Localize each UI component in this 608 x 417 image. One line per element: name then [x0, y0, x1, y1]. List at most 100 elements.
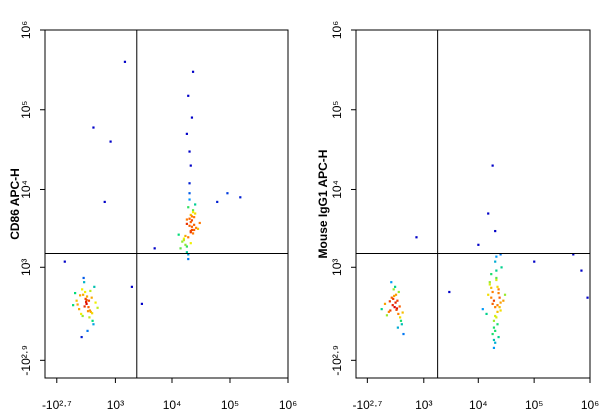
- event-dot: [385, 314, 389, 317]
- event-dot: [491, 290, 494, 294]
- event-dot: [84, 297, 87, 300]
- event-dot: [496, 323, 499, 326]
- event-dot: [190, 228, 194, 232]
- event-dot: [188, 224, 191, 227]
- event-dot: [491, 332, 494, 336]
- event-dot: [76, 303, 79, 306]
- event-dot: [488, 281, 491, 284]
- event-dot: [396, 326, 399, 329]
- event-dot: [188, 217, 191, 220]
- event-dot: [487, 293, 490, 296]
- y-tick-label: 10⁴: [330, 180, 344, 199]
- event-dot: [226, 192, 229, 195]
- event-dot: [481, 308, 484, 311]
- event-dot: [492, 326, 496, 329]
- event-dot: [189, 213, 192, 217]
- event-dot: [586, 296, 589, 299]
- event-dot: [496, 304, 499, 307]
- event-dot: [72, 304, 75, 307]
- event-dot: [188, 192, 191, 195]
- event-dot: [496, 310, 499, 313]
- event-dot: [389, 309, 392, 312]
- y-tick-label: 10⁵: [19, 101, 33, 119]
- event-dot: [400, 323, 403, 326]
- event-dot: [80, 312, 83, 316]
- event-dot: [80, 335, 83, 339]
- event-dot: [394, 301, 397, 304]
- event-dot: [194, 203, 197, 206]
- y-tick-label: 10³: [330, 259, 344, 276]
- event-dot: [500, 266, 503, 269]
- event-dot: [492, 299, 496, 302]
- event-dot: [185, 245, 188, 248]
- event-dot: [83, 305, 86, 308]
- event-dot: [402, 332, 405, 336]
- plot-frame: [44, 29, 289, 379]
- y-tick-label: 10⁶: [19, 21, 33, 39]
- event-dot: [494, 260, 497, 263]
- event-dot: [185, 132, 188, 135]
- event-dot: [196, 227, 200, 230]
- x-tick-label: -10²·⁷: [353, 398, 383, 412]
- event-dot: [380, 308, 383, 311]
- event-dot: [78, 308, 81, 311]
- event-dot: [88, 316, 91, 319]
- event-dot: [190, 219, 194, 222]
- event-dot: [187, 236, 190, 239]
- event-dot: [92, 323, 95, 326]
- event-dot: [495, 269, 498, 272]
- event-dot: [491, 302, 494, 305]
- event-dot: [85, 298, 88, 302]
- event-dot: [398, 305, 401, 308]
- event-dot: [580, 269, 583, 272]
- event-dot: [85, 295, 89, 298]
- event-dot: [502, 299, 505, 302]
- event-dot: [392, 297, 395, 300]
- event-dot: [388, 300, 391, 303]
- event-dot: [393, 294, 396, 298]
- event-dot: [495, 278, 498, 282]
- event-dot: [187, 257, 190, 261]
- event-dot: [93, 285, 96, 288]
- event-dot: [83, 281, 86, 284]
- event-dot: [81, 314, 84, 318]
- event-dot: [87, 306, 90, 309]
- event-dot: [184, 243, 187, 246]
- event-dot: [494, 314, 497, 318]
- event-dot: [492, 338, 496, 342]
- event-dot: [74, 291, 77, 295]
- event-dot: [494, 329, 497, 332]
- event-dot: [189, 242, 192, 245]
- event-dot: [82, 276, 85, 280]
- event-dot: [490, 273, 493, 276]
- event-dot: [394, 293, 398, 296]
- event-dot: [498, 296, 501, 299]
- event-dot: [190, 215, 194, 218]
- y-tick-label: -10²·⁹: [330, 345, 344, 375]
- event-dot: [184, 234, 187, 238]
- event-dot: [216, 200, 219, 204]
- event-dot: [91, 312, 94, 315]
- event-dot: [191, 232, 195, 235]
- event-dot: [153, 247, 156, 250]
- event-dot: [491, 164, 494, 167]
- event-dot: [189, 231, 192, 234]
- event-dot: [89, 289, 92, 293]
- event-dot: [395, 308, 398, 311]
- event-dot: [193, 223, 196, 226]
- event-dot: [91, 319, 94, 322]
- event-dot: [190, 116, 194, 119]
- event-dot: [103, 200, 106, 204]
- x-tick-label: 10⁶: [581, 398, 599, 412]
- event-dot: [492, 346, 496, 350]
- x-tick-label: 10⁵: [525, 398, 543, 412]
- event-dot: [187, 94, 190, 97]
- event-dot: [390, 281, 393, 284]
- event-dot: [188, 150, 191, 153]
- x-tick-label: 10³: [415, 398, 432, 412]
- x-tick-label: 10⁶: [279, 398, 297, 412]
- event-dot: [190, 225, 194, 228]
- event-dot: [177, 233, 180, 236]
- event-dot: [198, 221, 201, 225]
